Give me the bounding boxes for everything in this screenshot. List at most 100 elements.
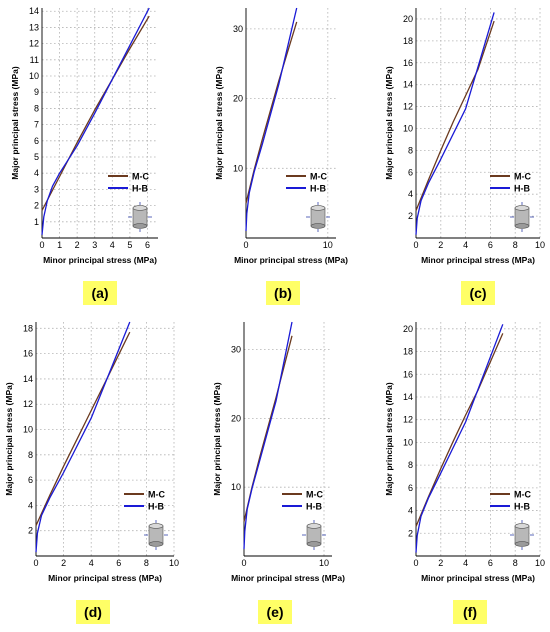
y-tick-label: 14: [403, 392, 413, 402]
panel-tag: (e): [266, 604, 283, 620]
y-tick-label: 11: [30, 55, 39, 65]
legend-label: H-B: [306, 502, 322, 512]
chart-panel-2: 0 10 10 20 30 Minor principal stress (MPa) Maj…: [214, 7, 348, 305]
legend-label: M-C: [310, 172, 327, 182]
x-tick-label: 10: [535, 558, 545, 568]
y-tick-label: 14: [23, 374, 33, 384]
y-tick-label: 20: [233, 94, 243, 104]
y-tick-label: 16: [403, 58, 413, 68]
x-tick-label: 5: [127, 240, 132, 250]
series-line-m-c: [415, 20, 495, 211]
x-tick-label: 8: [513, 240, 518, 250]
y-tick-label: 10: [29, 71, 39, 81]
y-tick-label: 12: [403, 102, 413, 112]
y-tick-label: 12: [29, 39, 39, 49]
y-tick-label: 12: [23, 399, 33, 409]
y-tick-label: 12: [403, 415, 413, 425]
y-tick-label: 6: [408, 483, 413, 493]
legend-label: M-C: [514, 490, 531, 500]
x-tick-label: 1: [57, 240, 62, 250]
legend-label: H-B: [514, 184, 530, 194]
y-tick-label: 1: [34, 217, 39, 227]
y-tick-label: 14: [29, 6, 39, 16]
y-tick-label: 18: [403, 347, 413, 357]
y-tick-label: 18: [23, 323, 33, 333]
legend-label: M-C: [132, 172, 149, 182]
specimen-cylinder-icon: [128, 202, 152, 232]
y-tick-label: 13: [29, 22, 39, 32]
series-line-h-b: [415, 12, 495, 235]
y-tick-label: 8: [408, 460, 413, 470]
x-axis-label: Minor principal stress (MPa): [43, 255, 157, 265]
y-tick-label: 2: [408, 528, 413, 538]
specimen-cylinder-icon: [306, 202, 330, 232]
y-tick-label: 16: [403, 369, 413, 379]
y-tick-label: 5: [34, 152, 39, 162]
chart-panel-5: 0 10 10 20 30 Minor principal stress (MPa) Maj…: [212, 321, 345, 624]
y-tick-label: 4: [28, 500, 33, 510]
series-line-h-b: [35, 321, 131, 553]
panel-tag-box: [258, 600, 292, 624]
x-tick-label: 0: [241, 558, 246, 568]
specimen-cylinder-icon: [510, 202, 534, 232]
x-tick-label: 2: [438, 240, 443, 250]
panel-tag-box: [83, 281, 117, 305]
y-tick-label: 6: [408, 167, 413, 177]
y-tick-label: 30: [231, 345, 241, 355]
x-tick-label: 6: [488, 558, 493, 568]
x-axis-label: Minor principal stress (MPa): [48, 573, 162, 583]
x-tick-label: 10: [169, 558, 179, 568]
y-tick-label: 3: [34, 184, 39, 194]
y-tick-label: 20: [231, 413, 241, 423]
y-tick-label: 4: [34, 168, 39, 178]
y-tick-label: 16: [23, 349, 33, 359]
panel-tag: (d): [84, 604, 102, 620]
y-tick-label: 4: [408, 189, 413, 199]
y-tick-label: 10: [233, 163, 243, 173]
x-tick-label: 6: [145, 240, 150, 250]
x-tick-label: 10: [319, 558, 329, 568]
x-tick-label: 6: [116, 558, 121, 568]
panel-tag: (a): [91, 285, 108, 301]
y-tick-label: 2: [34, 201, 39, 211]
x-axis-label: Minor principal stress (MPa): [421, 255, 535, 265]
x-tick-label: 2: [438, 558, 443, 568]
legend-label: M-C: [148, 490, 165, 500]
specimen-cylinder-icon: [510, 520, 534, 550]
x-axis-label: Minor principal stress (MPa): [231, 573, 345, 583]
series-line-h-b: [243, 321, 293, 550]
specimen-cylinder-icon: [144, 520, 168, 550]
y-tick-label: 10: [403, 123, 413, 133]
panel-tag-box: [266, 281, 300, 305]
y-tick-label: 8: [28, 450, 33, 460]
y-tick-label: 8: [34, 103, 39, 113]
y-tick-label: 18: [403, 36, 413, 46]
series-line-m-c: [41, 15, 150, 211]
x-tick-label: 2: [75, 240, 80, 250]
y-tick-label: 10: [231, 482, 241, 492]
y-tick-label: 2: [28, 526, 33, 536]
y-axis-label: Major principal stress (MPa): [384, 382, 394, 496]
panel-tag-box: [76, 600, 110, 624]
chart-panel-6: 0 2 4 6 8 10 2 4 6 8 10 12 14 16 18 20 Minor principal s…: [384, 322, 545, 624]
x-tick-label: 3: [92, 240, 97, 250]
x-tick-label: 2: [61, 558, 66, 568]
x-tick-label: 4: [89, 558, 94, 568]
y-tick-label: 10: [23, 425, 33, 435]
legend-label: H-B: [514, 502, 530, 512]
legend-label: H-B: [132, 184, 148, 194]
series-line-h-b: [245, 7, 298, 232]
x-tick-label: 10: [535, 240, 545, 250]
x-tick-label: 10: [323, 240, 333, 250]
y-axis-label: Major principal stress (MPa): [212, 382, 222, 496]
legend-label: M-C: [514, 172, 531, 182]
y-tick-label: 14: [403, 80, 413, 90]
legend-label: M-C: [306, 490, 323, 500]
series-line-h-b: [41, 7, 150, 235]
y-tick-label: 7: [34, 120, 39, 130]
chart-panel-3: 0 2 4 6 8 10 2 4 6 8 10 12 14 16 18 20 Minor principal s…: [384, 8, 545, 305]
x-axis-label: Minor principal stress (MPa): [421, 573, 535, 583]
x-tick-label: 0: [243, 240, 248, 250]
y-tick-label: 2: [408, 211, 413, 221]
